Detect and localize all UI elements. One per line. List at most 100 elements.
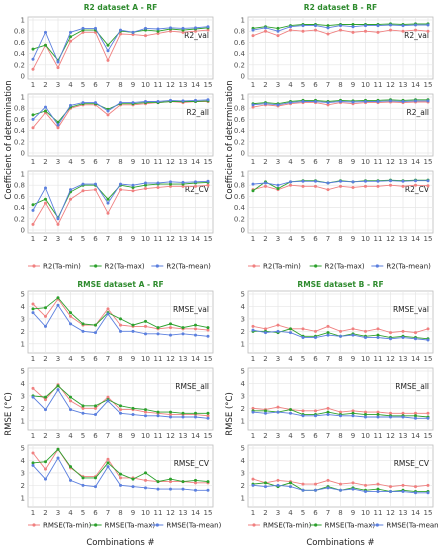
legend-marker — [94, 523, 98, 527]
data-point — [206, 25, 210, 29]
data-point — [426, 416, 430, 420]
data-point — [251, 410, 255, 414]
data-point — [276, 34, 280, 38]
x-tick-label: 9 — [131, 509, 135, 517]
data-point — [314, 488, 317, 492]
data-point — [389, 411, 392, 415]
data-point — [119, 408, 122, 412]
data-point — [301, 414, 305, 418]
data-point — [314, 99, 317, 103]
data-point — [376, 415, 380, 419]
data-point — [169, 326, 172, 330]
data-point — [169, 98, 172, 102]
data-point — [169, 29, 172, 33]
data-point — [156, 27, 160, 31]
data-point — [326, 26, 330, 30]
data-point — [326, 406, 330, 410]
data-point — [156, 487, 160, 491]
data-point — [351, 487, 355, 491]
data-point — [264, 481, 267, 485]
x-tick-label: 9 — [131, 432, 135, 440]
x-tick-label: 1 — [31, 432, 35, 440]
data-point — [414, 183, 417, 187]
legend-label: RMSE(Ta-max) — [105, 522, 156, 530]
data-point — [326, 188, 330, 192]
x-tick-label: 9 — [131, 355, 135, 363]
data-point — [144, 183, 147, 187]
data-point — [251, 189, 255, 193]
data-point — [401, 29, 405, 33]
data-point — [144, 410, 147, 414]
y-tick-label: 0 — [21, 150, 25, 158]
data-point — [169, 322, 172, 326]
x-tick-label: 3 — [276, 235, 280, 243]
x-tick-label: 3 — [56, 158, 60, 166]
y-tick-label: 0 — [241, 227, 245, 235]
y-tick-label: 2 — [21, 405, 25, 413]
data-point — [414, 485, 417, 489]
data-point — [44, 197, 47, 201]
y-tick-label: 0.6 — [14, 39, 26, 47]
data-point — [376, 413, 380, 417]
x-tick-label: 15 — [424, 355, 433, 363]
data-point — [169, 26, 172, 30]
x-tick-label: 10 — [361, 509, 370, 517]
x-tick-label: 15 — [204, 235, 213, 243]
data-point — [69, 188, 72, 192]
x-tick-label: 7 — [106, 355, 110, 363]
x-axis-label: Combinations # — [86, 538, 154, 548]
data-point — [56, 222, 60, 226]
y-tick-label: 0.6 — [234, 193, 246, 201]
x-tick-label: 5 — [81, 355, 85, 363]
data-point — [181, 30, 185, 34]
data-point — [181, 326, 185, 330]
data-point — [56, 217, 60, 221]
legend-label: R2(Ta-min) — [263, 263, 301, 271]
data-point — [106, 58, 110, 62]
data-point — [414, 491, 417, 495]
x-tick-label: 4 — [68, 81, 73, 89]
x-tick-label: 8 — [118, 355, 122, 363]
data-point — [376, 490, 380, 494]
panel-label: R2_val — [184, 31, 209, 40]
x-tick-label: 10 — [141, 158, 150, 166]
data-point — [206, 416, 210, 420]
legend-marker — [252, 264, 256, 268]
x-tick-label: 7 — [326, 432, 330, 440]
data-point — [69, 478, 72, 482]
y-axis-label: RMSE (°C) — [225, 392, 235, 436]
data-point — [119, 28, 122, 32]
x-tick-label: 12 — [386, 235, 395, 243]
x-tick-label: 15 — [204, 81, 213, 89]
x-tick-label: 10 — [361, 432, 370, 440]
data-point — [376, 24, 380, 28]
data-point — [414, 414, 417, 418]
data-point — [364, 329, 367, 333]
legend-label: RMSE(Ta-min) — [43, 522, 92, 530]
data-point — [119, 317, 122, 321]
data-point — [169, 333, 172, 337]
x-tick-label: 7 — [106, 432, 110, 440]
x-tick-label: 9 — [351, 355, 355, 363]
data-point — [69, 311, 72, 315]
data-point — [81, 189, 85, 193]
data-point — [301, 327, 305, 331]
y-tick-label: 4 — [241, 303, 246, 311]
data-point — [44, 186, 47, 190]
x-tick-label: 10 — [361, 158, 370, 166]
data-point — [69, 408, 72, 412]
x-tick-label: 8 — [338, 158, 342, 166]
legend-label: R2(Ta-max) — [105, 263, 145, 271]
data-point — [251, 105, 255, 109]
data-point — [169, 415, 172, 419]
data-point — [339, 28, 342, 32]
data-point — [131, 183, 135, 187]
x-tick-label: 12 — [166, 158, 175, 166]
data-point — [426, 338, 430, 342]
data-point — [401, 415, 405, 419]
data-point — [131, 406, 135, 410]
data-point — [106, 109, 110, 113]
legend-label: RMSE(Ta-mean) — [166, 522, 221, 530]
data-point — [194, 478, 197, 482]
